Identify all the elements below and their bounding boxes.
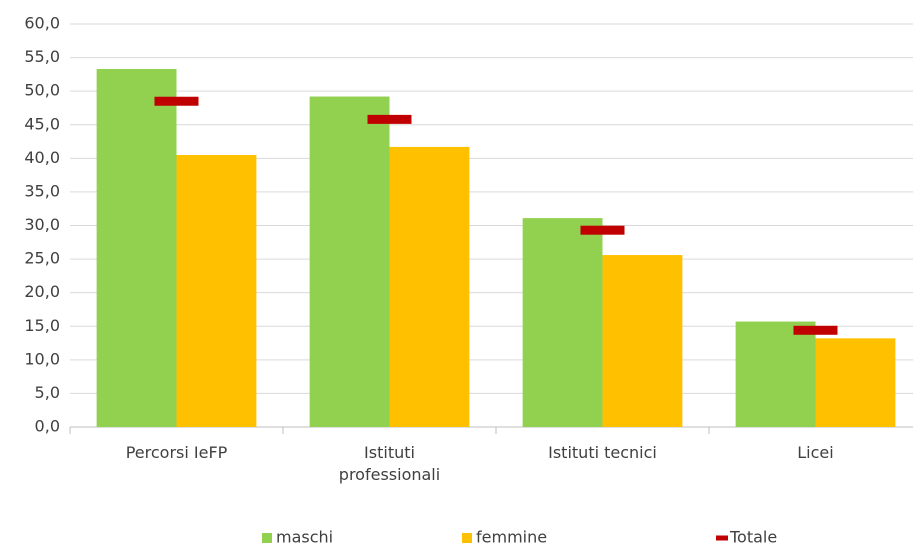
y-tick-label: 15,0	[24, 316, 60, 335]
legend-label: Totale	[729, 528, 777, 546]
y-tick-label: 55,0	[24, 47, 60, 66]
y-tick-label: 35,0	[24, 181, 60, 200]
legend-swatch	[462, 533, 472, 543]
x-tick-label: Percorsi IeFP	[125, 443, 228, 462]
bar	[96, 69, 177, 428]
y-tick-label: 0,0	[35, 417, 60, 436]
y-tick-label: 40,0	[24, 148, 60, 167]
y-tick-label: 25,0	[24, 249, 60, 268]
bar	[309, 96, 390, 427]
total-marker	[367, 114, 412, 124]
legend-label: femmine	[476, 528, 547, 546]
total-marker	[793, 325, 838, 335]
legend-swatch	[716, 535, 728, 541]
bar	[602, 255, 683, 427]
y-tick-label: 50,0	[24, 81, 60, 100]
x-tick-label: Licei	[797, 443, 834, 462]
bar	[389, 146, 470, 428]
bar	[522, 218, 603, 427]
bar	[815, 338, 896, 427]
y-tick-label: 60,0	[24, 14, 60, 33]
legend-swatch	[262, 533, 272, 543]
bar	[735, 321, 816, 427]
y-tick-label: 10,0	[24, 349, 60, 368]
x-tick-label: Istituti tecnici	[548, 443, 657, 462]
legend-label: maschi	[276, 528, 333, 546]
y-tick-label: 45,0	[24, 114, 60, 133]
total-marker	[580, 225, 625, 235]
total-marker	[154, 96, 199, 106]
x-tick-label: Istituti professionali	[338, 443, 441, 484]
y-tick-label: 20,0	[24, 282, 60, 301]
bar	[176, 154, 257, 427]
y-tick-label: 5,0	[35, 383, 60, 402]
y-tick-label: 30,0	[24, 215, 60, 234]
